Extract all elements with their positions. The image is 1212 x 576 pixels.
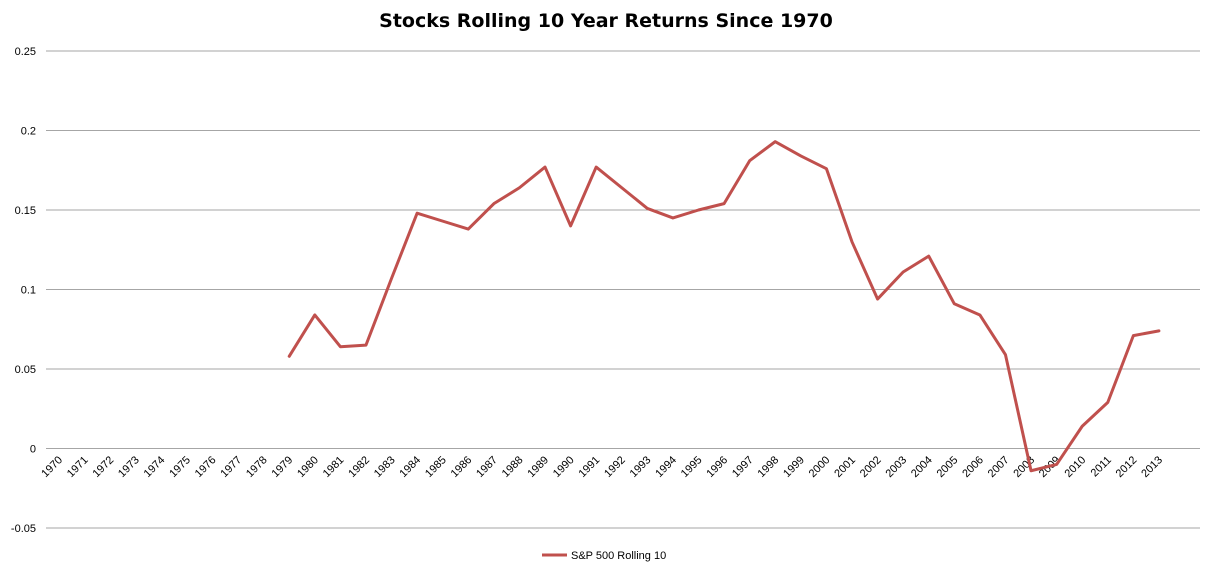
x-tick-label: 1978 [244, 454, 270, 480]
x-tick-label: 1979 [270, 454, 296, 480]
x-tick-label: 2011 [1089, 454, 1114, 479]
x-tick-label: 1970 [39, 454, 65, 480]
x-tick-label: 2013 [1139, 454, 1165, 480]
x-tick-label: 1977 [218, 454, 244, 480]
x-tick-label: 2000 [807, 454, 833, 480]
x-tick-label: 1996 [704, 454, 730, 480]
y-tick-label: 0 [30, 444, 36, 456]
y-tick-label: 0.05 [15, 364, 36, 376]
gridlines [46, 50, 1200, 529]
x-tick-label: 2007 [986, 454, 1012, 480]
x-axis-ticks: 1970 1971 1972 1973 1974 1975 1976 1977 1978 1979… [39, 454, 1165, 480]
x-tick-label: 1975 [167, 454, 193, 480]
x-tick-label: 1986 [449, 454, 475, 480]
series-lines [287, 140, 1161, 473]
x-tick-label: 2004 [909, 454, 935, 480]
x-tick-label: 1985 [423, 454, 449, 480]
x-tick-label: 2005 [935, 454, 961, 480]
x-tick-label: 1981 [321, 454, 347, 480]
y-tick-label: 0.2 [21, 126, 36, 138]
y-tick-label: 0.25 [15, 46, 36, 58]
x-tick-label: 1999 [781, 454, 807, 480]
y-tick-label: -0.05 [11, 523, 36, 535]
x-tick-label: 1991 [577, 454, 603, 480]
x-tick-label: 1974 [142, 454, 168, 480]
x-tick-label: 1989 [525, 454, 551, 480]
chart-title: Stocks Rolling 10 Year Returns Since 197… [379, 10, 833, 32]
x-tick-label: 1995 [679, 454, 705, 480]
x-tick-label: 2003 [883, 454, 909, 480]
x-tick-label: 1990 [551, 454, 577, 480]
x-tick-label: 2008 [1011, 454, 1037, 480]
x-tick-label: 1982 [346, 454, 372, 480]
x-tick-label: 1988 [500, 454, 526, 480]
x-tick-label: 1983 [372, 454, 398, 480]
x-tick-label: 1997 [730, 454, 756, 480]
x-tick-label: 1992 [602, 454, 628, 480]
x-tick-label: 1976 [193, 454, 219, 480]
x-tick-label: 1971 [65, 454, 91, 480]
x-tick-label: 2010 [1063, 454, 1089, 480]
x-tick-label: 1984 [397, 454, 423, 480]
y-axis-ticks: -0.05 0 0.05 0.1 0.15 0.2 0.25 [11, 46, 36, 535]
y-tick-label: 0.1 [21, 285, 36, 297]
x-tick-label: 1973 [116, 454, 142, 480]
x-tick-label: 2002 [858, 454, 884, 480]
legend: S&P 500 Rolling 10 [542, 550, 666, 562]
y-tick-label: 0.15 [15, 205, 36, 217]
x-tick-label: 2006 [960, 454, 986, 480]
x-tick-label: 1987 [474, 454, 500, 480]
series-line-0 [287, 140, 1161, 473]
x-tick-label: 2012 [1114, 454, 1140, 480]
legend-label: S&P 500 Rolling 10 [571, 550, 666, 562]
x-tick-label: 2001 [832, 454, 858, 480]
x-tick-label: 1980 [295, 454, 321, 480]
x-tick-label: 1993 [628, 454, 654, 480]
x-tick-label: 1972 [90, 454, 116, 480]
x-tick-label: 1994 [653, 454, 679, 480]
x-tick-label: 1998 [756, 454, 782, 480]
